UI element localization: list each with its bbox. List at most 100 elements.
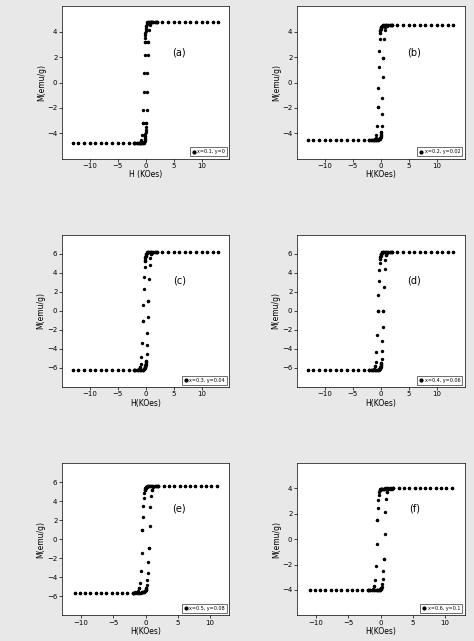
- Point: [142, 21, 150, 31]
- Point: [374, 101, 382, 112]
- Point: [377, 484, 385, 494]
- Point: [364, 585, 372, 595]
- Point: [376, 485, 384, 495]
- Point: [374, 306, 382, 316]
- Point: [386, 247, 393, 257]
- Point: [150, 247, 157, 257]
- Point: [209, 17, 217, 27]
- Point: [381, 483, 388, 494]
- Point: [143, 18, 151, 28]
- Point: [377, 24, 384, 34]
- Point: [437, 483, 445, 494]
- Point: [164, 17, 172, 27]
- Point: [71, 587, 78, 597]
- Point: [421, 21, 429, 31]
- Point: [377, 23, 384, 33]
- Point: [383, 247, 390, 257]
- Point: [147, 481, 155, 491]
- Point: [380, 33, 388, 44]
- Point: [186, 481, 194, 491]
- Point: [142, 131, 149, 141]
- Point: [373, 347, 380, 358]
- Point: [369, 365, 376, 375]
- Point: [140, 271, 148, 281]
- Point: [384, 483, 392, 494]
- Point: [444, 247, 452, 257]
- Point: [421, 483, 429, 494]
- Point: [144, 481, 152, 491]
- Point: [142, 482, 150, 492]
- Point: [377, 128, 385, 138]
- Point: [80, 138, 88, 149]
- Point: [386, 483, 393, 494]
- Point: [215, 17, 222, 27]
- Point: [175, 247, 183, 257]
- Point: [374, 585, 382, 595]
- Point: [147, 17, 155, 27]
- Point: [129, 587, 137, 597]
- Point: [141, 586, 149, 596]
- Point: [374, 135, 381, 145]
- Point: [102, 365, 110, 375]
- Point: [376, 258, 383, 269]
- Point: [130, 138, 138, 149]
- Point: [374, 503, 382, 513]
- Point: [140, 138, 147, 148]
- Point: [365, 365, 373, 375]
- Point: [138, 525, 146, 535]
- Point: [371, 362, 379, 372]
- Point: [164, 17, 172, 27]
- Point: [399, 21, 407, 31]
- Point: [181, 17, 189, 27]
- Point: [171, 481, 178, 491]
- Point: [371, 365, 379, 375]
- Point: [141, 33, 149, 44]
- Point: [134, 587, 142, 597]
- Point: [74, 365, 82, 375]
- Point: [379, 574, 387, 584]
- Point: [152, 481, 160, 491]
- Point: [142, 26, 149, 36]
- Point: [192, 17, 200, 27]
- Point: [327, 135, 334, 145]
- X-axis label: H(KOes): H(KOes): [130, 627, 161, 636]
- Point: [437, 483, 445, 494]
- Point: [135, 587, 143, 597]
- Point: [383, 21, 391, 31]
- Point: [153, 17, 161, 27]
- Point: [433, 21, 440, 31]
- Point: [375, 265, 383, 276]
- Point: [141, 587, 149, 597]
- Point: [119, 365, 127, 375]
- Point: [153, 247, 161, 257]
- Point: [141, 37, 149, 47]
- Point: [142, 24, 150, 34]
- Point: [374, 585, 381, 595]
- Point: [433, 247, 440, 257]
- Point: [378, 121, 385, 131]
- Point: [377, 130, 384, 140]
- Point: [142, 253, 149, 263]
- Point: [368, 585, 375, 595]
- Point: [137, 138, 145, 149]
- Point: [379, 21, 387, 31]
- Point: [80, 365, 88, 375]
- Point: [113, 587, 120, 597]
- Point: [387, 21, 394, 31]
- Point: [137, 365, 145, 375]
- Point: [379, 21, 386, 31]
- Point: [146, 520, 154, 531]
- Point: [134, 138, 142, 149]
- Point: [144, 17, 152, 27]
- Point: [139, 138, 147, 148]
- Point: [146, 260, 154, 270]
- Point: [142, 585, 149, 595]
- Point: [343, 365, 351, 375]
- Point: [170, 17, 177, 27]
- Point: [370, 581, 378, 591]
- X-axis label: H(KOes): H(KOes): [365, 627, 396, 636]
- Point: [383, 247, 391, 257]
- Point: [135, 138, 143, 149]
- Point: [114, 138, 121, 149]
- Point: [69, 138, 77, 149]
